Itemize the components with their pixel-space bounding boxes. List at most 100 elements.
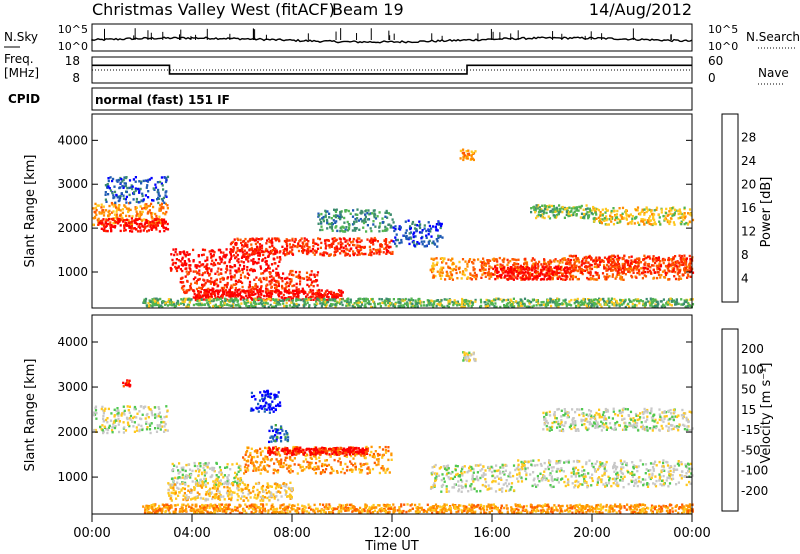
power-cell xyxy=(624,305,627,309)
power-cell xyxy=(268,275,272,279)
power-cell xyxy=(283,287,286,290)
power-cell xyxy=(650,272,653,275)
velocity-cell xyxy=(106,421,109,424)
power-cell xyxy=(636,271,639,275)
power-cell xyxy=(458,303,461,306)
power-cell xyxy=(229,286,233,289)
power-cell xyxy=(315,298,318,302)
power-cell xyxy=(373,215,376,219)
power-cell xyxy=(306,293,309,296)
power-cell xyxy=(663,259,666,262)
velocity-cell xyxy=(144,405,147,408)
power-cell xyxy=(510,299,513,303)
power-cell xyxy=(678,209,682,212)
power-cell xyxy=(170,253,173,256)
power-cell xyxy=(257,247,260,250)
power-cell xyxy=(252,262,255,266)
power-cell xyxy=(526,264,529,267)
power-cell xyxy=(139,215,142,218)
power-cell xyxy=(309,288,312,292)
power-cell xyxy=(506,258,509,262)
power-cell xyxy=(567,210,570,214)
power-cell xyxy=(550,260,553,263)
power-cell xyxy=(249,301,252,304)
power-cell xyxy=(241,271,244,274)
velocity-cell xyxy=(128,417,131,420)
power-cell xyxy=(671,259,674,262)
power-cell xyxy=(672,221,675,224)
power-cell xyxy=(349,212,352,215)
power-cell xyxy=(586,276,589,280)
power-cell xyxy=(122,194,125,197)
power-cell xyxy=(129,201,132,204)
power-cell xyxy=(238,249,241,252)
power-cell xyxy=(319,252,322,255)
power-cell xyxy=(209,292,212,296)
power-cell xyxy=(232,283,235,286)
power-cell xyxy=(334,215,337,219)
power-cell xyxy=(239,238,242,241)
velocity-cell xyxy=(100,428,103,431)
velocity-cell xyxy=(140,417,143,421)
power-cell xyxy=(525,268,528,271)
power-cell xyxy=(220,268,223,271)
power-cell xyxy=(192,259,195,262)
power-cell xyxy=(153,188,156,191)
power-cell xyxy=(323,292,326,295)
power-cell xyxy=(433,257,436,261)
velocity-cell xyxy=(145,422,148,425)
velocity-cell xyxy=(140,424,143,428)
power-cell xyxy=(378,302,381,305)
power-cell xyxy=(627,259,630,263)
power-cell xyxy=(563,267,567,270)
power-cell xyxy=(229,299,232,303)
power-cell xyxy=(451,300,454,304)
velocity-cell xyxy=(139,405,142,408)
power-cell xyxy=(316,274,319,277)
power-cell xyxy=(577,265,580,269)
power-cell xyxy=(364,305,367,309)
power-cell xyxy=(409,225,412,228)
power-cell xyxy=(269,303,272,307)
power-cell xyxy=(273,301,276,304)
power-cell xyxy=(289,270,292,273)
power-cell xyxy=(378,226,381,229)
power-cell xyxy=(511,303,514,306)
power-cell xyxy=(609,214,612,218)
power-cell xyxy=(661,258,665,261)
power-cell xyxy=(312,285,315,288)
power-cell xyxy=(129,221,132,224)
power-cell xyxy=(545,273,548,277)
power-cell xyxy=(341,242,344,245)
power-cell xyxy=(610,300,613,304)
power-cell xyxy=(295,304,298,308)
velocity-cell xyxy=(102,414,105,418)
power-cell xyxy=(422,301,425,304)
power-cell xyxy=(423,245,426,248)
power-cell xyxy=(145,206,148,209)
power-cell xyxy=(139,205,142,208)
power-cell xyxy=(232,240,235,244)
power-cell xyxy=(346,248,349,251)
power-cell xyxy=(369,249,372,253)
power-cell xyxy=(549,262,552,265)
power-cell xyxy=(323,298,326,301)
power-cell xyxy=(575,305,578,309)
power-cell xyxy=(622,302,625,305)
power-cell xyxy=(306,244,309,248)
power-cell xyxy=(656,268,659,271)
power-cell xyxy=(94,206,98,210)
power-cell xyxy=(545,262,548,266)
power-cell xyxy=(257,302,261,305)
power-cell xyxy=(312,280,315,283)
power-cell xyxy=(165,179,168,182)
power-cell xyxy=(185,267,188,270)
power-cell xyxy=(436,245,439,248)
power-cell xyxy=(579,216,582,219)
power-cell xyxy=(406,305,410,308)
power-cell xyxy=(145,219,148,222)
power-cell xyxy=(266,302,269,305)
power-cell xyxy=(290,301,293,304)
power-cell xyxy=(337,293,340,297)
power-cell xyxy=(228,295,231,298)
